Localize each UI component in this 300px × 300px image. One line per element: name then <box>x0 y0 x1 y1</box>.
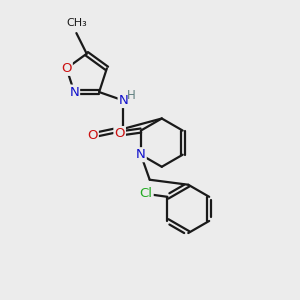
Text: CH₃: CH₃ <box>66 18 87 28</box>
Text: O: O <box>87 129 98 142</box>
Text: N: N <box>118 94 128 107</box>
Text: O: O <box>114 127 125 140</box>
Text: H: H <box>128 89 136 102</box>
Text: Cl: Cl <box>140 188 153 200</box>
Text: O: O <box>61 62 72 75</box>
Text: N: N <box>136 148 146 161</box>
Text: N: N <box>69 85 79 99</box>
